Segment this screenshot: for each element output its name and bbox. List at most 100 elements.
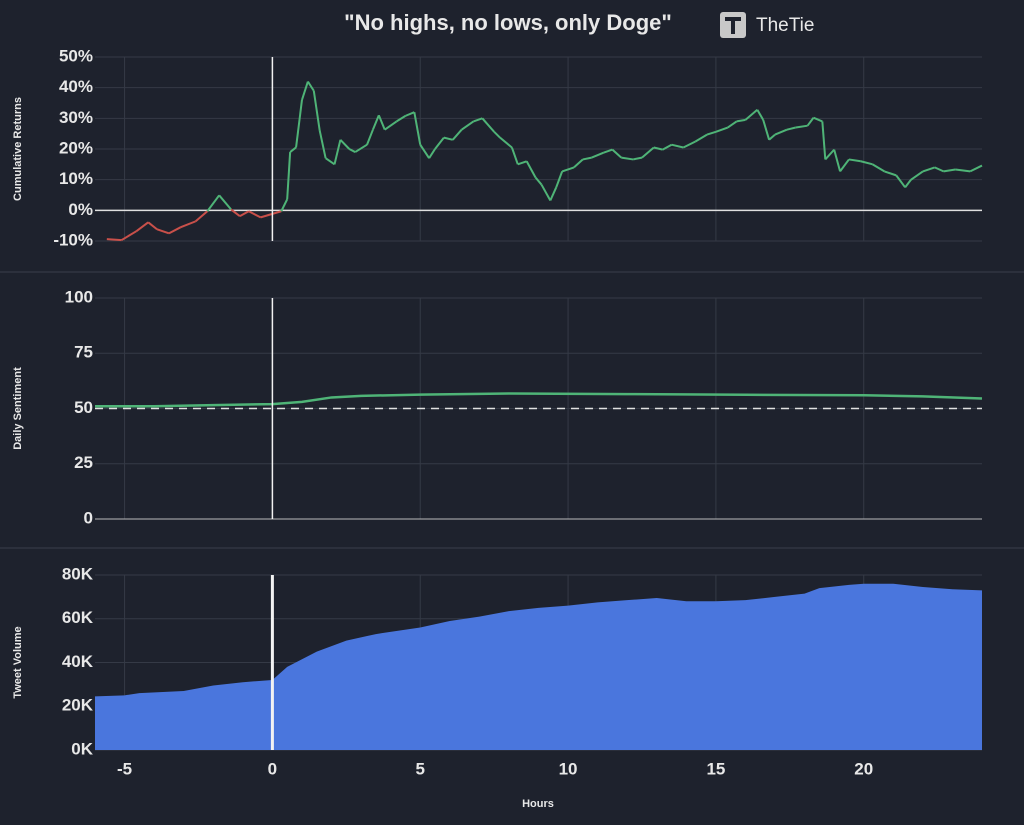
line-segment (573, 158, 584, 169)
line-segment (969, 164, 983, 173)
x-tick-label: 20 (854, 759, 873, 778)
line-segment (653, 146, 663, 151)
line (95, 392, 983, 408)
line-segment (493, 131, 501, 139)
line-segment (333, 139, 342, 165)
line-segment (872, 163, 885, 173)
y-axis-title: Cumulative Returns (12, 97, 24, 201)
logo-mark (725, 17, 741, 34)
line-segment (813, 116, 823, 123)
line-segment (694, 133, 708, 143)
line-segment (419, 144, 430, 159)
line-segment (795, 124, 808, 129)
line-segment (377, 114, 386, 131)
line-segment (396, 115, 406, 123)
y-tick-label: 40% (59, 77, 93, 96)
line-segment (549, 186, 558, 201)
line-segment (318, 130, 327, 159)
line-segment (744, 108, 758, 121)
line-segment (366, 129, 374, 146)
line-segment (774, 128, 788, 136)
line-segment (736, 118, 746, 123)
line-segment (307, 80, 315, 92)
chart-title: "No highs, no lows, only Doge" (344, 10, 672, 35)
y-tick-label: 30% (59, 108, 93, 127)
line-segment (180, 220, 196, 229)
line-segment (312, 90, 321, 131)
line-segment (280, 198, 289, 212)
y-tick-label: 40K (62, 652, 94, 671)
line-segment (768, 133, 776, 141)
y-axis-title: Daily Sentiment (12, 367, 24, 450)
line-segment (715, 126, 729, 133)
line-segment (168, 226, 182, 235)
line-segment (452, 129, 463, 141)
line-segment (603, 148, 613, 154)
line-segment (922, 166, 936, 173)
x-tick-label: -5 (117, 759, 132, 778)
line-segment (348, 148, 356, 153)
line-segment (372, 114, 380, 131)
line-segment (955, 168, 971, 173)
line-segment (106, 238, 122, 242)
line-segment (206, 194, 220, 212)
line-segment (286, 152, 292, 200)
line-segment (824, 148, 835, 161)
line-segment (839, 158, 850, 172)
line-segment (260, 210, 282, 219)
line-segment (534, 176, 543, 186)
line-segment (413, 112, 422, 145)
line-segment (301, 81, 309, 101)
line-segment (239, 210, 250, 218)
y-tick-label: 0K (71, 739, 93, 758)
line-segment (786, 126, 796, 131)
y-tick-label: 80K (62, 564, 94, 583)
line-segment (582, 156, 592, 161)
line-segment (325, 157, 336, 166)
line-segment (295, 99, 303, 148)
line-segment (156, 228, 170, 235)
line-segment (194, 210, 209, 223)
y-tick-label: 20K (62, 696, 94, 715)
line-segment (354, 143, 368, 153)
line-segment (671, 143, 684, 149)
line-segment (405, 111, 415, 117)
y-axis-title: Tweet Volume (12, 626, 24, 698)
line-segment (517, 160, 528, 166)
y-tick-label: 100 (65, 287, 93, 306)
y-tick-label: 60K (62, 608, 94, 627)
line-segment (147, 221, 158, 231)
logo: TheTie (720, 12, 814, 38)
x-tick-label: 5 (415, 759, 424, 778)
line-segment (540, 184, 552, 202)
line-segment (895, 174, 906, 188)
line-segment (525, 160, 537, 178)
y-tick-label: 50 (74, 398, 93, 417)
line-segment (230, 208, 241, 217)
logo-text: TheTie (756, 15, 814, 36)
line-segment (510, 147, 519, 165)
line-segment (762, 119, 771, 141)
line-segment (135, 221, 149, 232)
line-segment (641, 146, 655, 159)
line-segment (443, 136, 453, 141)
line-segment (481, 117, 495, 133)
line-segment (884, 170, 897, 177)
line-segment (428, 148, 436, 159)
y-tick-label: 0% (68, 200, 93, 219)
line-segment (682, 140, 696, 149)
line-segment (248, 210, 262, 219)
area (95, 583, 982, 750)
line-segment (434, 137, 445, 150)
y-tick-label: 0 (84, 508, 93, 527)
line-segment (632, 156, 643, 161)
line-segment (499, 136, 513, 149)
line-segment (289, 146, 297, 153)
line-segment (218, 194, 232, 211)
line-segment (591, 151, 604, 159)
y-tick-label: 75 (74, 343, 93, 362)
x-tick-label: 0 (268, 759, 277, 778)
line-segment (121, 230, 137, 241)
x-tick-label: 10 (559, 759, 578, 778)
line-segment (561, 166, 575, 173)
